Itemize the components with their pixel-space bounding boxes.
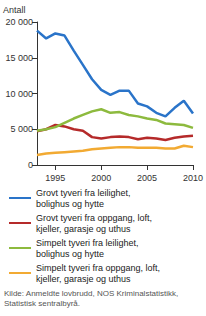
svg-text:Grovt tyveri fra oppgang, loft: Grovt tyveri fra oppgang, loft, xyxy=(36,213,152,223)
svg-text:Simpelt tyveri fra leilighet,: Simpelt tyveri fra leilighet, xyxy=(36,238,139,248)
svg-text:Simpelt tyveri fra oppgang, lo: Simpelt tyveri fra oppgang, loft, xyxy=(36,263,160,273)
svg-text:Antall: Antall xyxy=(3,5,26,15)
svg-text:10 000: 10 000 xyxy=(5,89,33,99)
svg-text:Statistisk sentralbyrå.: Statistisk sentralbyrå. xyxy=(4,299,80,308)
svg-text:2000: 2000 xyxy=(91,173,111,183)
svg-text:bolighus og hytte: bolighus og hytte xyxy=(36,249,104,259)
svg-text:Kilde: Anmeldte lovbrudd, NOS: Kilde: Anmeldte lovbrudd, NOS Kriminalst… xyxy=(4,289,178,298)
svg-text:2010: 2010 xyxy=(183,173,203,183)
svg-text:5 000: 5 000 xyxy=(10,124,33,134)
svg-text:15 000: 15 000 xyxy=(5,53,33,63)
svg-text:0: 0 xyxy=(28,160,33,170)
svg-text:kjeller, garasje og uthus: kjeller, garasje og uthus xyxy=(36,224,131,234)
svg-text:bolighus og hytte: bolighus og hytte xyxy=(36,199,104,209)
svg-text:kjeller, garasje og uthus: kjeller, garasje og uthus xyxy=(36,274,131,284)
svg-text:20 000: 20 000 xyxy=(5,17,33,27)
svg-text:1995: 1995 xyxy=(45,173,65,183)
svg-text:2005: 2005 xyxy=(137,173,157,183)
svg-text:Grovt tyveri fra leilighet,: Grovt tyveri fra leilighet, xyxy=(36,188,131,198)
